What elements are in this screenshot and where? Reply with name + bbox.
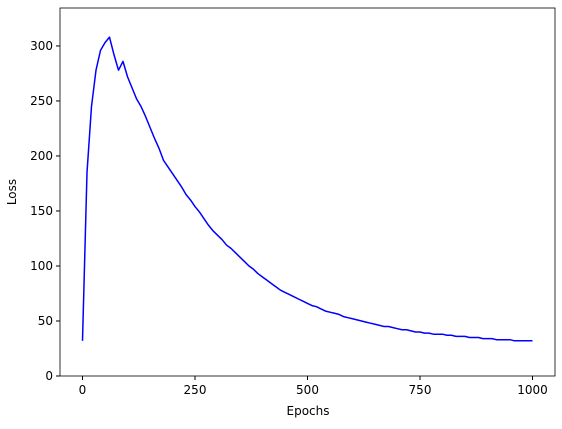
- x-tick-label: 250: [184, 383, 207, 397]
- x-tick-label: 750: [409, 383, 432, 397]
- y-tick-label: 200: [30, 149, 53, 163]
- y-tick-label: 0: [45, 369, 53, 383]
- x-tick-label: 500: [296, 383, 319, 397]
- y-tick-label: 300: [30, 39, 53, 53]
- y-tick-label: 150: [30, 204, 53, 218]
- x-axis-label: Epochs: [287, 404, 330, 418]
- y-tick-label: 100: [30, 259, 53, 273]
- plot-frame: [59, 7, 556, 377]
- y-tick-label: 50: [38, 314, 53, 328]
- line-series: [81, 36, 533, 342]
- y-axis-label: Loss: [5, 179, 19, 205]
- x-tick-label: 0: [79, 383, 87, 397]
- x-tick-label: 1000: [517, 383, 548, 397]
- y-tick-label: 250: [30, 94, 53, 108]
